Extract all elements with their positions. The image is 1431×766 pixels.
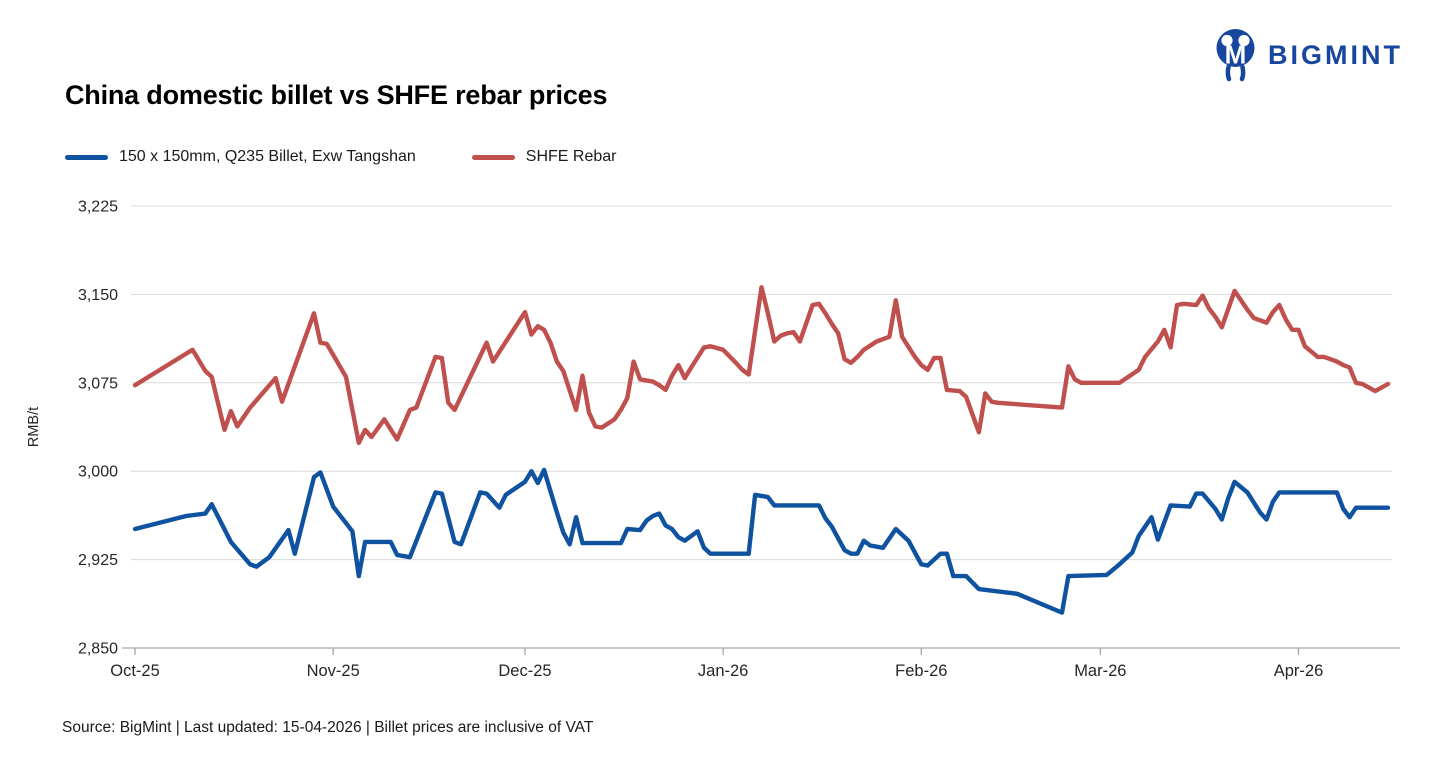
- billet-line: [132, 467, 1391, 615]
- chart-title: China domestic billet vs SHFE rebar pric…: [65, 80, 608, 110]
- chart-legend: 150 x 150mm, Q235 Billet, Exw Tangshan S…: [65, 148, 616, 166]
- legend-label-rebar: SHFE Rebar: [525, 148, 617, 165]
- y-tick-label-3150: 3,150: [78, 287, 118, 304]
- y-tick-label-2925: 2,925: [78, 552, 118, 569]
- logo-wordmark: BIGMINT: [1268, 39, 1403, 70]
- source-note: Source: BigMint | Last updated: 15-04-20…: [62, 719, 594, 736]
- billet-line-swatch: [65, 154, 108, 160]
- y-tick-label-2850: 2,850: [78, 641, 118, 658]
- rebar-line-swatch: [471, 154, 515, 160]
- x-tick-label-Nov-25: Nov-25: [307, 662, 360, 680]
- y-tick-label-3225: 3,225: [78, 199, 118, 216]
- rebar-line: [132, 285, 1391, 446]
- x-tick-label-Feb-26: Feb-26: [895, 662, 947, 680]
- x-tick-label-Jan-26: Jan-26: [698, 662, 748, 680]
- x-tick-label-Dec-25: Dec-25: [498, 662, 551, 680]
- x-tick-label-Apr-26: Apr-26: [1274, 662, 1324, 680]
- bigmint-logo: M BIGMINT: [1213, 27, 1403, 83]
- bigmint-mammoth-icon: M: [1216, 29, 1255, 82]
- x-tick-label-Oct-25: Oct-25: [110, 662, 160, 680]
- svg-text:M: M: [1225, 40, 1247, 70]
- legend-label-billet: 150 x 150mm, Q235 Billet, Exw Tangshan: [119, 148, 416, 165]
- x-tick-label-Mar-26: Mar-26: [1074, 662, 1126, 680]
- legend-item-billet: 150 x 150mm, Q235 Billet, Exw Tangshan: [65, 148, 416, 166]
- y-axis-title: RMB/t: [26, 407, 42, 447]
- y-tick-label-3000: 3,000: [78, 464, 118, 481]
- y-tick-label-3075: 3,075: [78, 375, 118, 392]
- legend-item-rebar: SHFE Rebar: [471, 148, 617, 166]
